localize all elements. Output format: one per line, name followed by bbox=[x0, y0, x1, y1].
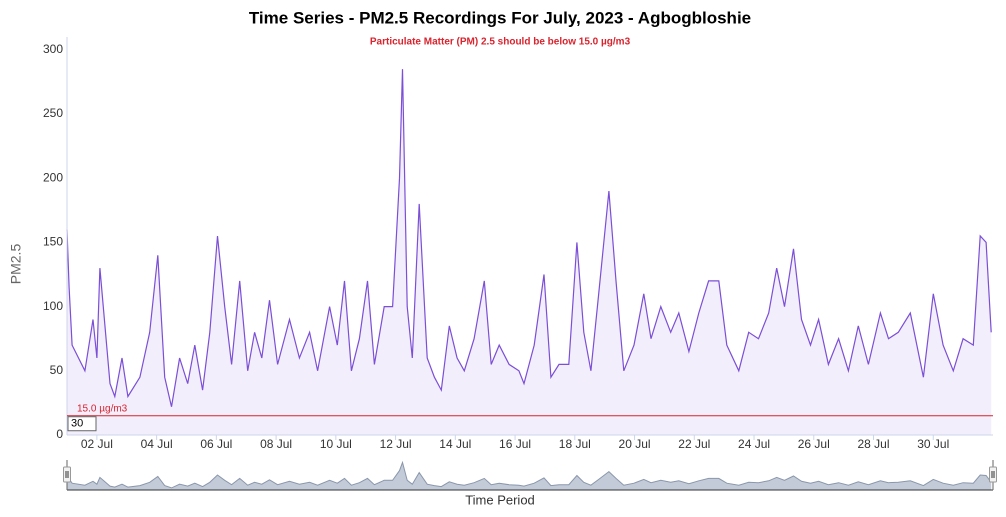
y-tick-label: 0 bbox=[56, 427, 63, 441]
x-tick-label: 18 Jul bbox=[559, 437, 591, 451]
x-tick-label: 10 Jul bbox=[320, 437, 352, 451]
series-line bbox=[66, 69, 992, 407]
range-input: 30 bbox=[71, 418, 83, 430]
x-tick-label: 14 Jul bbox=[439, 437, 471, 451]
chart-title: Time Series - PM2.5 Recordings For July,… bbox=[249, 8, 751, 27]
x-tick-label: 28 Jul bbox=[858, 437, 890, 451]
threshold-label: 15.0 µg/m3 bbox=[77, 403, 128, 414]
x-axis-label: Time Period bbox=[465, 492, 535, 507]
y-axis-label: PM2.5 bbox=[8, 244, 24, 285]
chart-subtitle: Particulate Matter (PM) 2.5 should be be… bbox=[370, 37, 631, 48]
navigator-area bbox=[67, 462, 992, 490]
range-input-box bbox=[67, 416, 97, 432]
y-tick-label: 100 bbox=[43, 299, 63, 313]
x-tick-label: 06 Jul bbox=[200, 437, 232, 451]
x-tick-label: 26 Jul bbox=[798, 437, 830, 451]
navigator-handle bbox=[989, 466, 997, 483]
x-tick-label: 12 Jul bbox=[380, 437, 412, 451]
x-tick-label: 20 Jul bbox=[619, 437, 651, 451]
x-tick-label: 08 Jul bbox=[260, 437, 292, 451]
navigator-handle bbox=[63, 466, 71, 483]
y-tick-label: 250 bbox=[43, 106, 63, 120]
y-tick-label: 300 bbox=[43, 42, 63, 56]
y-tick-label: 150 bbox=[43, 235, 63, 249]
navigator-line bbox=[66, 460, 992, 489]
x-tick-label: 02 Jul bbox=[81, 437, 113, 451]
x-tick-label: 22 Jul bbox=[678, 437, 710, 451]
x-tick-label: 24 Jul bbox=[738, 437, 770, 451]
y-tick-label: 50 bbox=[50, 363, 64, 377]
x-tick-label: 04 Jul bbox=[141, 437, 173, 451]
x-tick-label: 30 Jul bbox=[917, 437, 949, 451]
y-tick-label: 200 bbox=[43, 170, 63, 184]
series-area bbox=[67, 69, 992, 435]
x-tick-label: 16 Jul bbox=[499, 437, 531, 451]
